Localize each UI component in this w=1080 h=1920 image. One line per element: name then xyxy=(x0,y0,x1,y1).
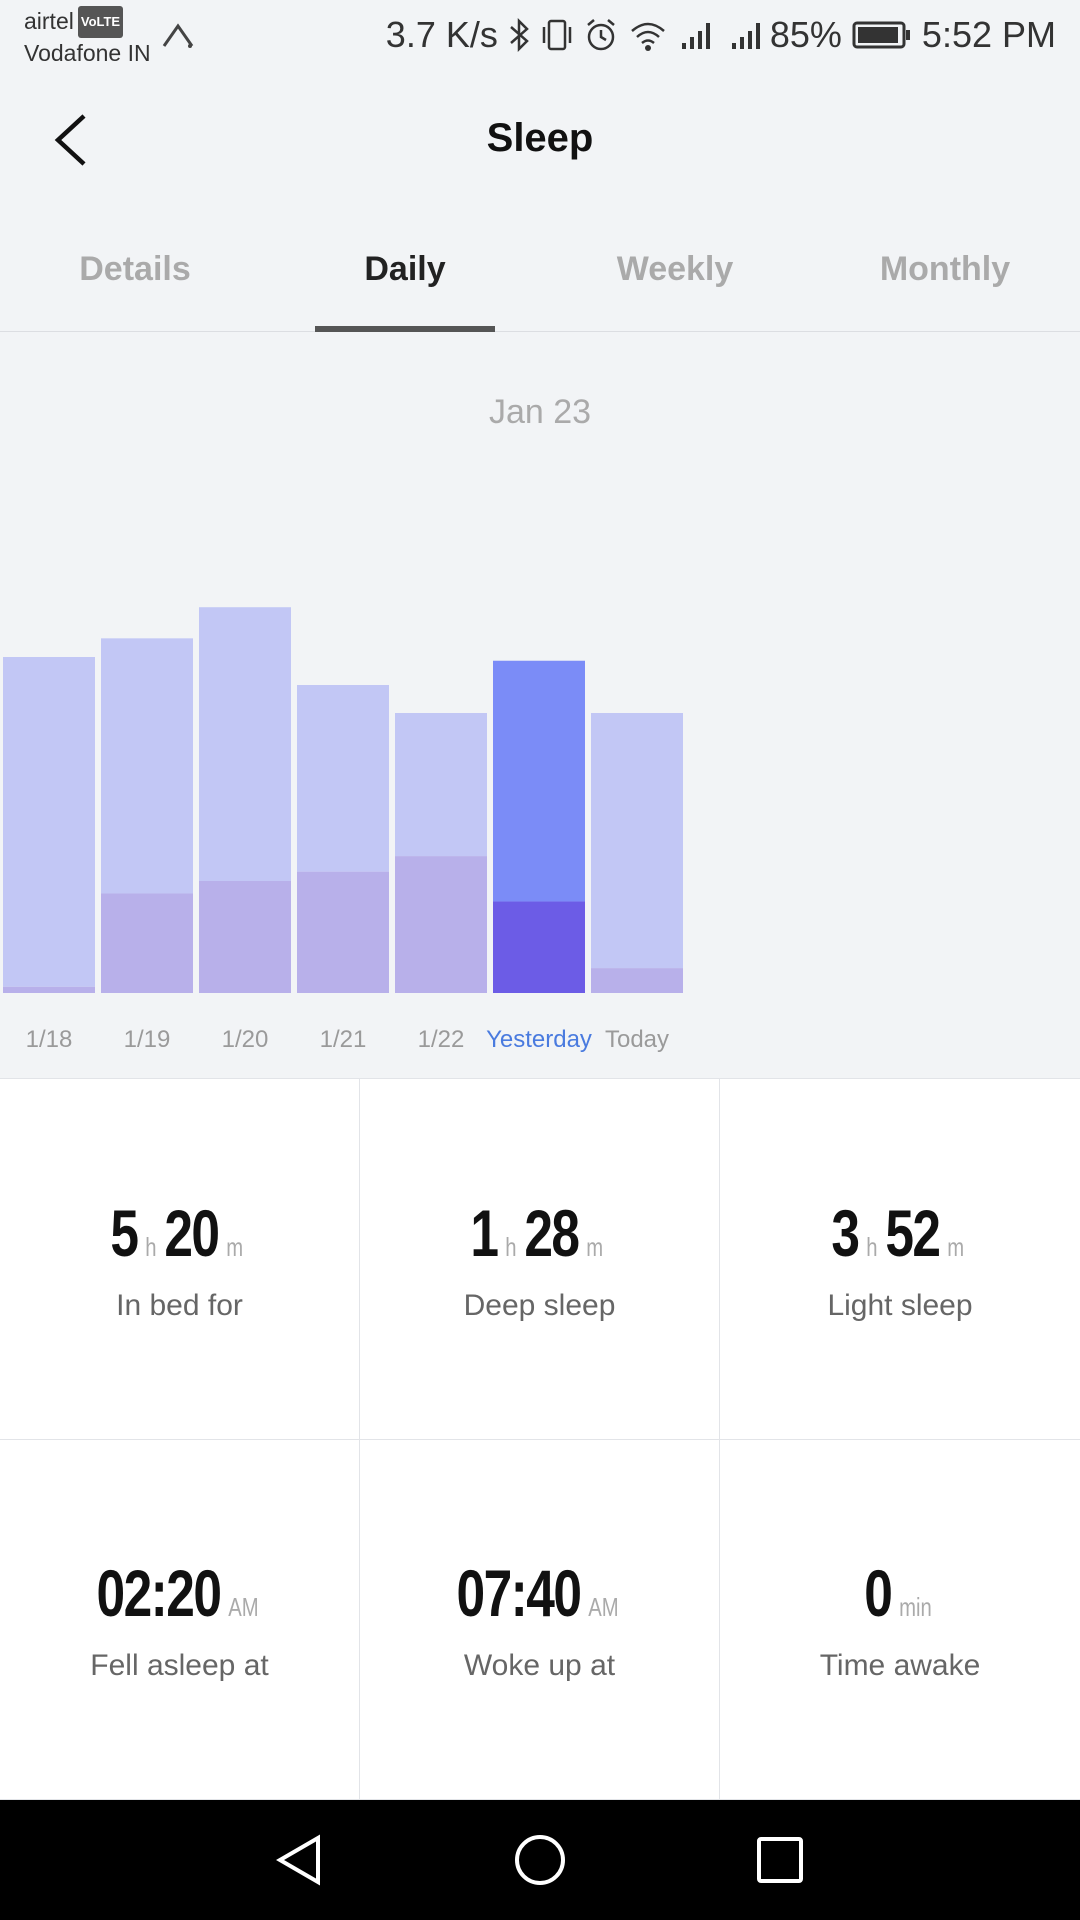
stat-value: 5 h 20 m xyxy=(111,1195,248,1275)
x-tick-label[interactable]: 1/19 xyxy=(124,1026,171,1053)
bar-light-sleep[interactable] xyxy=(591,713,683,969)
stat-light-sleep: 3 h 52 m Light sleep xyxy=(720,1079,1080,1440)
bar-deep-sleep[interactable] xyxy=(395,856,487,993)
sleep-bar-chart[interactable]: 1/18 1/19 1/20 1/21 1/22 Yesterday Today xyxy=(0,333,1080,1078)
stat-unit: AM xyxy=(587,1592,619,1623)
x-tick-label[interactable]: 1/20 xyxy=(222,1026,269,1053)
stat-deep-sleep: 1 h 28 m Deep sleep xyxy=(360,1079,720,1440)
sleep-stats-grid: 5 h 20 m In bed for 1 h 28 m Deep sleep 3 h 52 m … xyxy=(0,1078,1080,1800)
status-bar: airtel VoLTE Vodafone IN 3.7 K/s 85% 5:52… xyxy=(0,0,1080,76)
stat-minutes: 52 xyxy=(885,1195,941,1270)
volte-badge: VoLTE xyxy=(77,6,124,38)
nav-recents-icon[interactable] xyxy=(750,1830,810,1890)
bar-deep-sleep[interactable] xyxy=(493,901,585,993)
battery-percent: 85% xyxy=(769,14,842,55)
tab-bar: Details Daily Weekly Monthly xyxy=(0,230,1080,332)
tab-daily[interactable]: Daily xyxy=(270,230,540,331)
stat-unit: m xyxy=(586,1231,604,1262)
bar-light-sleep[interactable] xyxy=(101,638,193,894)
nav-home-icon[interactable] xyxy=(510,1830,570,1890)
stat-unit: AM xyxy=(227,1592,259,1623)
bar-light-sleep[interactable] xyxy=(3,657,95,987)
stat-time-awake: 0 min Time awake xyxy=(720,1440,1080,1800)
page-title: Sleep xyxy=(486,116,594,160)
stat-unit: h xyxy=(866,1231,878,1262)
x-tick-label[interactable]: 1/18 xyxy=(26,1026,73,1053)
stat-value: 0 min xyxy=(864,1555,936,1635)
sleep-chart[interactable]: Jan 23 1/18 1/19 1/20 1/21 1/22 Yesterday Toda… xyxy=(0,333,1080,1078)
x-tick-label[interactable]: 1/22 xyxy=(418,1026,465,1053)
stat-value: 07:40 AM xyxy=(456,1555,623,1635)
stat-woke-up: 07:40 AM Woke up at xyxy=(360,1439,720,1800)
stat-label: Fell asleep at xyxy=(90,1649,269,1683)
bar-deep-sleep[interactable] xyxy=(591,968,683,993)
stat-unit: m xyxy=(226,1231,244,1262)
battery-icon xyxy=(852,21,910,49)
stat-time: 07:40 xyxy=(456,1556,581,1631)
vibrate-icon xyxy=(542,19,572,51)
stat-label: In bed for xyxy=(116,1288,243,1322)
carrier-2: Vodafone IN xyxy=(24,40,151,66)
alarm-icon xyxy=(587,19,615,51)
bar-light-sleep[interactable] xyxy=(199,607,291,881)
signal-icon-2 xyxy=(731,23,760,49)
signal-icon xyxy=(681,23,710,49)
carrier-1: airtel xyxy=(24,8,74,34)
stat-unit: h xyxy=(505,1231,517,1262)
stat-in-bed: 5 h 20 m In bed for xyxy=(0,1079,360,1440)
x-tick-label[interactable]: Yesterday xyxy=(486,1026,592,1053)
bluetooth-icon xyxy=(510,17,529,53)
stat-label: Light sleep xyxy=(827,1288,973,1322)
stat-label: Deep sleep xyxy=(463,1288,616,1322)
app-header: Sleep xyxy=(0,76,1080,206)
bar-deep-sleep[interactable] xyxy=(101,893,193,993)
bar-light-sleep[interactable] xyxy=(493,660,585,902)
stat-hours: 5 xyxy=(110,1195,140,1270)
tab-weekly[interactable]: Weekly xyxy=(616,250,734,288)
bar-deep-sleep[interactable] xyxy=(199,881,291,993)
stat-minutes: 28 xyxy=(524,1195,581,1270)
stat-unit: m xyxy=(947,1231,965,1262)
stat-value: 02:20 AM xyxy=(96,1555,263,1635)
carrier-info: airtel VoLTE Vodafone IN xyxy=(24,6,151,68)
navigation-arrow-icon xyxy=(162,23,194,48)
stat-time: 02:20 xyxy=(96,1556,221,1631)
stat-label: Time awake xyxy=(819,1649,981,1683)
bar-deep-sleep[interactable] xyxy=(3,986,95,993)
stat-unit: min xyxy=(898,1592,932,1623)
back-chevron-left-icon[interactable] xyxy=(46,110,106,170)
bar-light-sleep[interactable] xyxy=(297,685,389,872)
nav-back-icon[interactable] xyxy=(270,1830,330,1890)
stat-hours: 3 xyxy=(831,1195,860,1270)
stat-unit: h xyxy=(145,1231,157,1262)
system-nav-bar xyxy=(0,1800,1080,1920)
bar-deep-sleep[interactable] xyxy=(297,871,389,993)
stat-label: Woke up at xyxy=(463,1649,616,1683)
x-tick-label[interactable]: 1/21 xyxy=(320,1026,367,1053)
stat-fell-asleep: 02:20 AM Fell asleep at xyxy=(0,1439,360,1800)
bar-light-sleep[interactable] xyxy=(395,713,487,857)
tab-monthly[interactable]: Monthly xyxy=(879,250,1011,288)
chart-date-title: Jan 23 xyxy=(488,393,592,431)
stat-value: 3 h 52 m xyxy=(831,1195,968,1275)
network-speed: 3.7 K/s xyxy=(385,14,498,55)
stat-minutes: 0 xyxy=(863,1556,893,1631)
x-tick-label[interactable]: Today xyxy=(605,1026,669,1053)
tab-details[interactable]: Details xyxy=(79,250,191,288)
stat-value: 1 h 28 m xyxy=(471,1195,608,1275)
stat-hours: 1 xyxy=(470,1195,500,1270)
clock: 5:52 PM xyxy=(921,14,1056,55)
wifi-icon xyxy=(631,22,665,51)
stat-minutes: 20 xyxy=(164,1195,221,1270)
